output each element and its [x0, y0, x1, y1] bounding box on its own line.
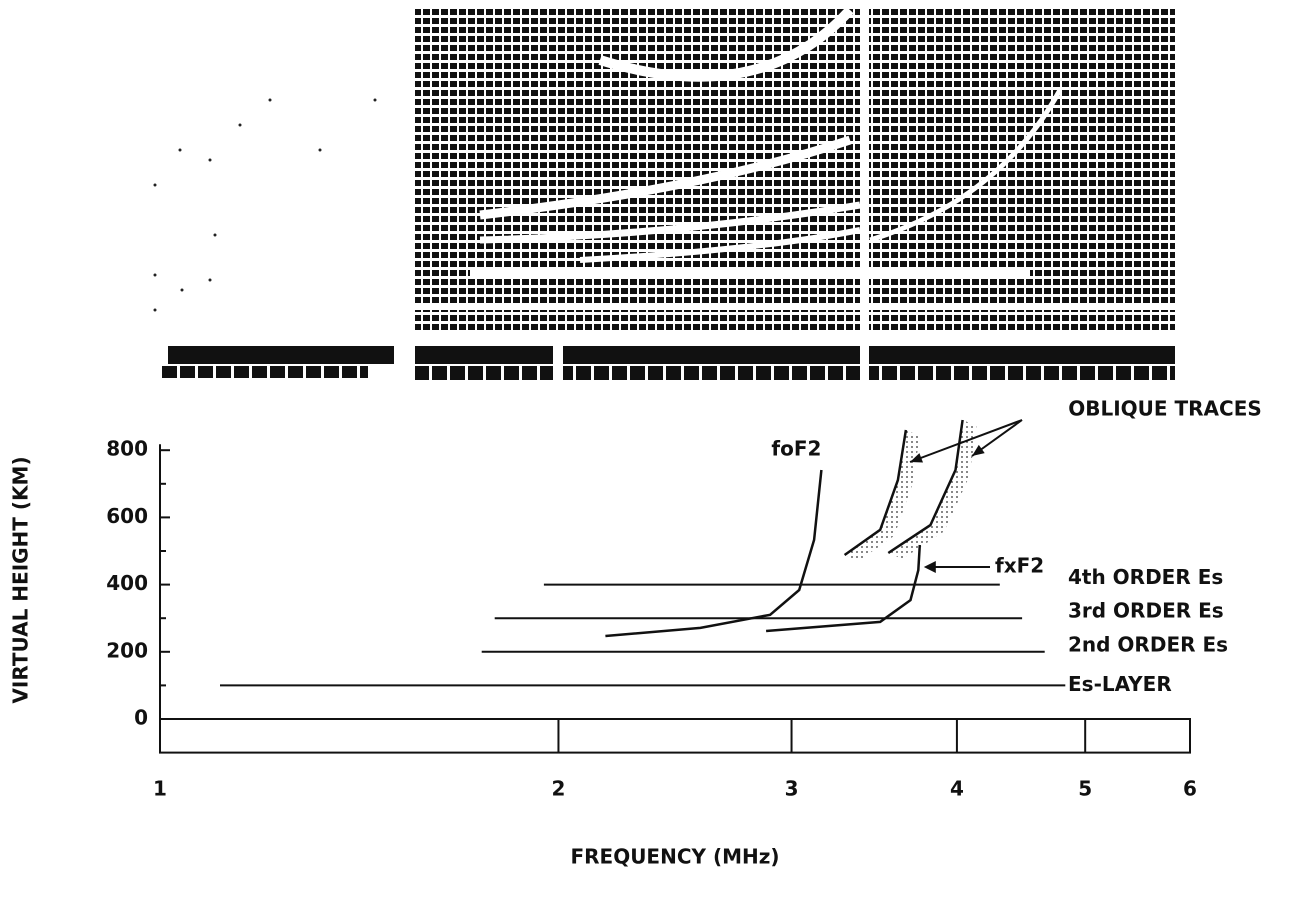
- layer-label: 2nd ORDER Es: [1068, 632, 1228, 656]
- x-axis-box: [159, 718, 1191, 754]
- arrow-line: [909, 419, 1023, 463]
- arrow-head: [923, 560, 936, 573]
- layer-label: 3rd ORDER Es: [1068, 599, 1224, 623]
- x-tick-label: 3: [785, 777, 799, 801]
- x-axis-title: FREQUENCY (MHz): [570, 845, 779, 869]
- stipple-band: [888, 420, 977, 559]
- y-tick-label: 600: [106, 504, 148, 528]
- y-axis-title: VIRTUAL HEIGHT (KM): [9, 456, 33, 703]
- arrow-head: [910, 453, 923, 463]
- x-tick-label: 5: [1078, 777, 1092, 801]
- arrow-head: [972, 444, 985, 456]
- y-tick-label: 200: [106, 638, 148, 662]
- trace: [605, 469, 823, 638]
- x-tick-label: 4: [950, 777, 964, 801]
- ionogram-image: [153, 6, 1175, 380]
- x-tick-label: 2: [551, 777, 565, 801]
- trace: [887, 419, 964, 555]
- y-tick-label: 0: [134, 706, 148, 730]
- y-tick-label: 800: [106, 437, 148, 461]
- trace-label: fxF2: [995, 553, 1044, 577]
- trace-label: foF2: [771, 437, 821, 461]
- annotation: OBLIQUE TRACES: [1068, 397, 1262, 421]
- trace: [843, 429, 908, 557]
- layer-label: Es-LAYER: [1068, 672, 1172, 696]
- x-tick-label: 6: [1183, 777, 1197, 801]
- layer-label: 4th ORDER Es: [1068, 565, 1223, 589]
- x-tick-label: 1: [153, 777, 167, 801]
- trace: [766, 544, 922, 633]
- y-tick-label: 400: [106, 571, 148, 595]
